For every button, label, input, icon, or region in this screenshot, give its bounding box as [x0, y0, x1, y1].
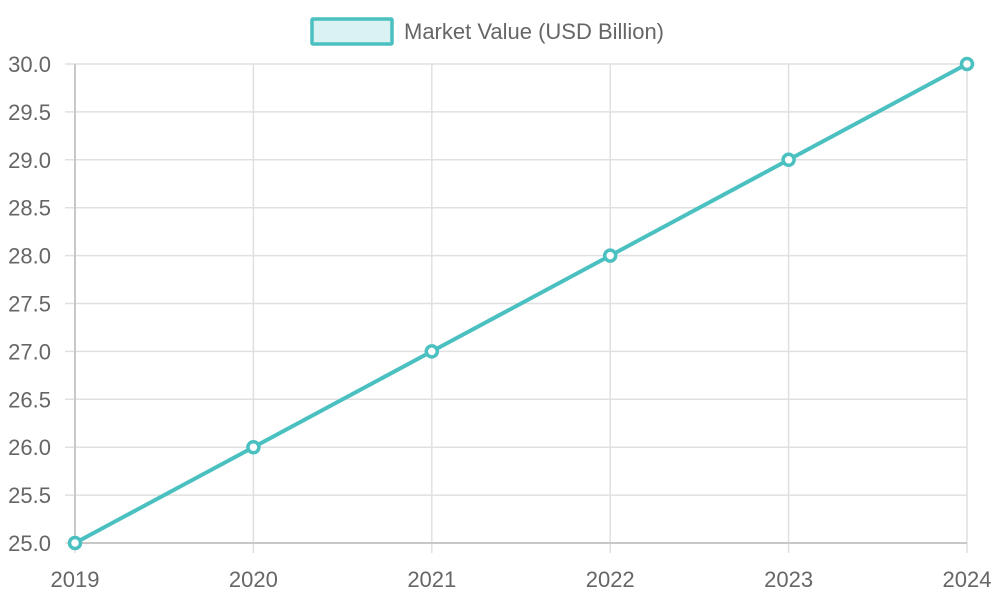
y-tick-label: 26.5 [8, 387, 51, 412]
axes [74, 64, 967, 544]
x-tick-label: 2022 [586, 567, 635, 592]
y-tick-label: 27.5 [8, 292, 51, 317]
y-tick-label: 28.5 [8, 196, 51, 221]
y-tick-label: 28.0 [8, 244, 51, 269]
x-tick-label: 2019 [51, 567, 100, 592]
y-tick-label: 25.0 [8, 531, 51, 556]
data-point[interactable] [781, 152, 796, 168]
y-tick-label: 27.0 [8, 339, 51, 364]
y-tick-label: 26.0 [8, 435, 51, 460]
x-tick-label: 2023 [764, 567, 813, 592]
y-tick-label: 30.0 [8, 52, 51, 77]
x-tick-label: 2024 [943, 567, 992, 592]
data-point[interactable] [67, 535, 83, 551]
y-axis-tick-labels: 25.0 25.5 26.0 26.5 27.0 27.5 28.0 28.5 29.0 29.5… [8, 52, 51, 556]
y-tick-label: 29.5 [8, 100, 51, 125]
y-tick-label: 25.5 [8, 483, 51, 508]
data-point[interactable] [246, 439, 261, 455]
data-point[interactable] [959, 56, 975, 72]
data-point[interactable] [424, 344, 440, 359]
x-tick-label: 2020 [229, 567, 278, 592]
series-line [73, 62, 969, 545]
legend[interactable]: Market Value (USD Billion) [310, 17, 664, 46]
legend-swatch[interactable] [310, 17, 394, 46]
x-axis-tick-labels: 2019 2020 2021 2022 2023 2024 [51, 567, 992, 592]
data-series [67, 56, 975, 551]
x-tick-label: 2021 [407, 567, 456, 592]
y-tick-label: 29.0 [8, 148, 51, 173]
legend-label[interactable]: Market Value (USD Billion) [404, 19, 664, 44]
data-point[interactable] [602, 248, 618, 263]
